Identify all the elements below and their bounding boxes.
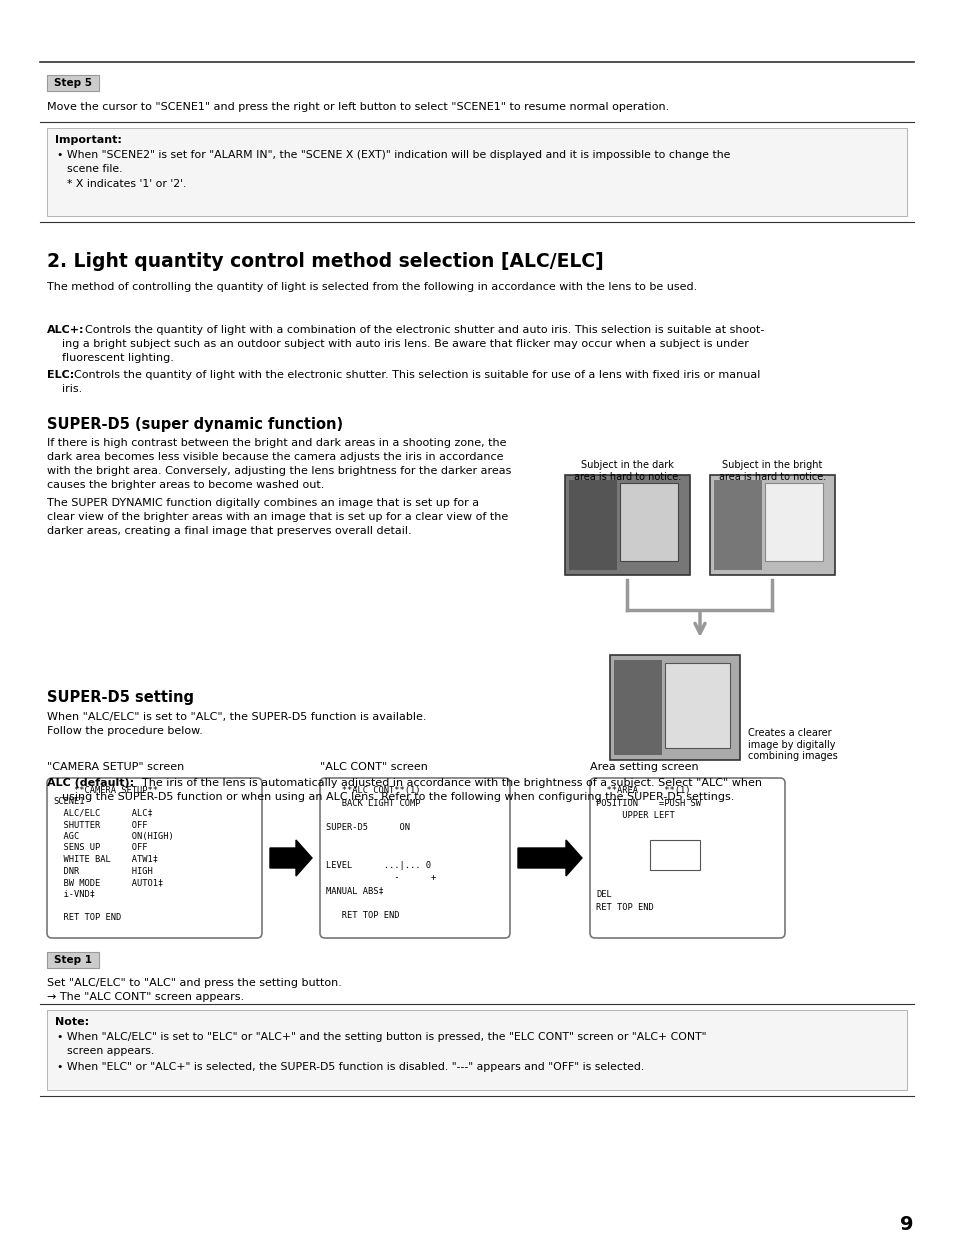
Text: -      +: - + — [326, 873, 436, 883]
Text: • When "ALC/ELC" is set to "ELC" or "ALC+" and the setting button is pressed, th: • When "ALC/ELC" is set to "ELC" or "ALC… — [57, 1032, 706, 1042]
Bar — [47, 1010, 906, 1091]
Text: iris.: iris. — [62, 384, 82, 394]
Bar — [713, 480, 761, 571]
Text: If there is high contrast between the bright and dark areas in a shooting zone, : If there is high contrast between the br… — [47, 438, 506, 448]
Text: UPPER LEFT: UPPER LEFT — [596, 811, 674, 820]
Text: POSITION    =PUSH SW: POSITION =PUSH SW — [596, 799, 700, 808]
Text: Set "ALC/ELC" to "ALC" and press the setting button.: Set "ALC/ELC" to "ALC" and press the set… — [47, 978, 341, 988]
Text: scene file.: scene file. — [67, 164, 122, 174]
Text: DEL: DEL — [596, 890, 611, 899]
Text: Controls the quantity of light with a combination of the electronic shutter and : Controls the quantity of light with a co… — [85, 325, 763, 335]
Text: screen appears.: screen appears. — [67, 1046, 154, 1056]
Text: Step 1: Step 1 — [54, 955, 91, 965]
Text: RET TOP END: RET TOP END — [326, 911, 399, 920]
Text: RET TOP END: RET TOP END — [53, 913, 121, 921]
Text: Creates a clearer
image by digitally
combining images: Creates a clearer image by digitally com… — [747, 727, 837, 761]
Text: Area setting screen: Area setting screen — [589, 762, 698, 772]
Text: SCENE1: SCENE1 — [53, 798, 85, 806]
Text: MANUAL ABS‡: MANUAL ABS‡ — [326, 885, 383, 895]
Text: SUPER-D5 (super dynamic function): SUPER-D5 (super dynamic function) — [47, 417, 343, 432]
Text: ELC:: ELC: — [47, 370, 74, 380]
Text: The iris of the lens is automatically adjusted in accordance with the brightness: The iris of the lens is automatically ad… — [142, 778, 761, 788]
Text: "ALC CONT" screen: "ALC CONT" screen — [319, 762, 428, 772]
Text: Controls the quantity of light with the electronic shutter. This selection is su: Controls the quantity of light with the … — [74, 370, 760, 380]
FancyBboxPatch shape — [47, 778, 262, 939]
Text: Important:: Important: — [55, 135, 122, 144]
Text: AGC          ON(HIGH): AGC ON(HIGH) — [53, 832, 173, 841]
Text: Follow the procedure below.: Follow the procedure below. — [47, 726, 203, 736]
Text: **CAMERA SETUP**: **CAMERA SETUP** — [53, 785, 158, 795]
Text: • When "ELC" or "ALC+" is selected, the SUPER-D5 function is disabled. "---" app: • When "ELC" or "ALC+" is selected, the … — [57, 1062, 643, 1072]
Bar — [564, 475, 689, 576]
FancyArrow shape — [517, 840, 581, 876]
Text: causes the brighter areas to become washed out.: causes the brighter areas to become wash… — [47, 480, 324, 490]
Text: using the SUPER-D5 function or when using an ALC lens. Refer to the following wh: using the SUPER-D5 function or when usin… — [62, 792, 734, 802]
Text: ALC+:: ALC+: — [47, 325, 85, 335]
Text: clear view of the brighter areas with an image that is set up for a clear view o: clear view of the brighter areas with an… — [47, 513, 508, 522]
Text: ALC/ELC      ALC‡: ALC/ELC ALC‡ — [53, 809, 152, 818]
Text: DNR          HIGH: DNR HIGH — [53, 867, 152, 876]
Text: BW MODE      AUTO1‡: BW MODE AUTO1‡ — [53, 878, 163, 887]
Text: **AREA     **(1): **AREA **(1) — [596, 785, 690, 795]
Text: Subject in the bright
area is hard to notice.: Subject in the bright area is hard to no… — [719, 459, 825, 482]
Bar — [47, 128, 906, 216]
Text: 2. Light quantity control method selection [ALC/ELC]: 2. Light quantity control method selecti… — [47, 252, 603, 270]
Text: dark area becomes less visible because the camera adjusts the iris in accordance: dark area becomes less visible because t… — [47, 452, 503, 462]
Text: 9: 9 — [900, 1215, 913, 1234]
Text: **ALC CONT**(1): **ALC CONT**(1) — [326, 785, 420, 795]
Text: Step 5: Step 5 — [54, 78, 91, 88]
Text: SHUTTER      OFF: SHUTTER OFF — [53, 820, 148, 830]
Text: Subject in the dark
area is hard to notice.: Subject in the dark area is hard to noti… — [574, 459, 680, 482]
Text: The method of controlling the quantity of light is selected from the following i: The method of controlling the quantity o… — [47, 282, 697, 291]
Bar — [568, 480, 617, 571]
Text: → The "ALC CONT" screen appears.: → The "ALC CONT" screen appears. — [47, 992, 244, 1002]
FancyBboxPatch shape — [319, 778, 510, 939]
Bar — [764, 483, 822, 561]
Text: • When "SCENE2" is set for "ALARM IN", the "SCENE X (EXT)" indication will be di: • When "SCENE2" is set for "ALARM IN", t… — [57, 149, 730, 161]
Bar — [649, 840, 700, 869]
Text: * X indicates '1' or '2'.: * X indicates '1' or '2'. — [67, 179, 186, 189]
Text: BACK LIGHT COMP: BACK LIGHT COMP — [326, 799, 420, 808]
Bar — [614, 659, 661, 755]
Text: The SUPER DYNAMIC function digitally combines an image that is set up for a: The SUPER DYNAMIC function digitally com… — [47, 498, 478, 508]
Text: with the bright area. Conversely, adjusting the lens brightness for the darker a: with the bright area. Conversely, adjust… — [47, 466, 511, 475]
Text: LEVEL      ...|... 0: LEVEL ...|... 0 — [326, 861, 431, 869]
Text: darker areas, creating a final image that preserves overall detail.: darker areas, creating a final image tha… — [47, 526, 411, 536]
Text: SUPER-D5      ON: SUPER-D5 ON — [326, 824, 410, 832]
Bar — [609, 655, 740, 760]
Bar — [619, 483, 678, 561]
Text: ing a bright subject such as an outdoor subject with auto iris lens. Be aware th: ing a bright subject such as an outdoor … — [62, 338, 748, 350]
Text: Move the cursor to "SCENE1" and press the right or left button to select "SCENE1: Move the cursor to "SCENE1" and press th… — [47, 103, 669, 112]
Bar — [709, 475, 834, 576]
Bar — [47, 75, 99, 91]
Bar — [47, 952, 99, 968]
Text: "CAMERA SETUP" screen: "CAMERA SETUP" screen — [47, 762, 184, 772]
FancyArrow shape — [270, 840, 312, 876]
Text: SENS UP      OFF: SENS UP OFF — [53, 844, 148, 852]
Text: fluorescent lighting.: fluorescent lighting. — [62, 353, 173, 363]
Text: When "ALC/ELC" is set to "ALC", the SUPER-D5 function is available.: When "ALC/ELC" is set to "ALC", the SUPE… — [47, 713, 426, 722]
Text: RET TOP END: RET TOP END — [596, 903, 653, 911]
Text: SUPER-D5 setting: SUPER-D5 setting — [47, 690, 193, 705]
Text: i-VND‡: i-VND‡ — [53, 889, 95, 899]
Text: WHITE BAL    ATW1‡: WHITE BAL ATW1‡ — [53, 855, 158, 864]
Text: ALC (default):: ALC (default): — [47, 778, 134, 788]
Bar — [664, 663, 729, 748]
Text: Note:: Note: — [55, 1016, 89, 1028]
FancyBboxPatch shape — [589, 778, 784, 939]
